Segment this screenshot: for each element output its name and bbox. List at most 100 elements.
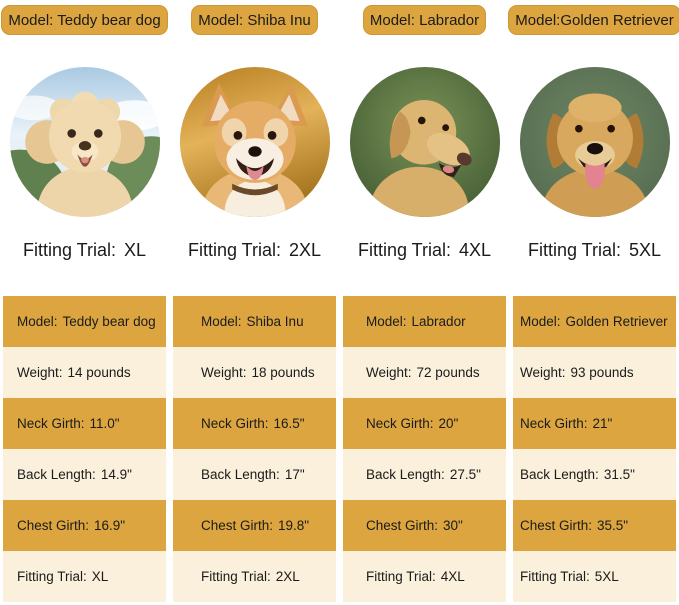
spec-label: Fitting Trial: <box>17 569 87 584</box>
model-badge: Model: Labrador <box>362 5 487 35</box>
labrador-illustration <box>349 66 500 218</box>
teddy-bear-dog-illustration <box>9 66 160 218</box>
spec-label: Model: <box>366 314 407 329</box>
spec-row-model: Model: Golden Retriever <box>513 296 676 347</box>
spec-value: 11.0" <box>89 416 120 431</box>
fitting-trial-size: 4XL <box>459 239 492 260</box>
spec-label: Fitting Trial: <box>366 569 436 584</box>
column-teddy-bear-dog: Model: Teddy bear dog <box>1 5 168 602</box>
spec-label: Weight: <box>520 365 566 380</box>
spec-label: Neck Girth: <box>366 416 434 431</box>
spec-value: 35.5" <box>597 518 629 533</box>
spec-value: 5XL <box>594 569 619 584</box>
spec-label: Chest Girth: <box>366 518 439 533</box>
spec-row-back-length: Back Length: 14.9" <box>3 449 166 500</box>
spec-value: 72 pounds <box>416 365 480 380</box>
spec-label: Weight: <box>366 365 412 380</box>
golden-retriever-illustration <box>519 66 670 218</box>
spec-row-chest-girth: Chest Girth: 19.8" <box>173 500 336 551</box>
spec-row-weight: Weight: 93 pounds <box>513 347 676 398</box>
spec-label: Back Length: <box>17 467 96 482</box>
spec-row-fitting-trial: Fitting Trial: 2XL <box>173 551 336 602</box>
spec-row-fitting-trial: Fitting Trial: 5XL <box>513 551 676 602</box>
fitting-trial-label: Fitting Trial: <box>187 239 281 260</box>
spec-table: Model: Teddy bear dog Weight: 14 pounds … <box>3 296 166 602</box>
fitting-trial-size: XL <box>124 239 147 260</box>
model-badge: Model: Shiba Inu <box>191 5 318 35</box>
spec-value: 19.8" <box>278 518 310 533</box>
fitting-trial-line: Fitting Trial: 4XL <box>358 238 491 262</box>
spec-label: Neck Girth: <box>17 416 85 431</box>
fitting-trial-line: Fitting Trial: 2XL <box>188 238 321 262</box>
spec-row-chest-girth: Chest Girth: 16.9" <box>3 500 166 551</box>
spec-row-weight: Weight: 18 pounds <box>173 347 336 398</box>
spec-row-back-length: Back Length: 27.5" <box>343 449 506 500</box>
golden-retriever-photo <box>519 66 671 218</box>
spec-label: Weight: <box>201 365 247 380</box>
spec-value: 30" <box>443 518 463 533</box>
fitting-trial-size: 5XL <box>629 239 662 260</box>
spec-label: Model: <box>17 314 58 329</box>
spec-value: 21" <box>592 416 613 431</box>
model-badge: Model: Teddy bear dog <box>1 5 168 35</box>
fitting-trial-size: 2XL <box>289 239 322 260</box>
spec-label: Chest Girth: <box>17 518 90 533</box>
spec-label: Model: <box>201 314 242 329</box>
spec-row-model: Model: Teddy bear dog <box>3 296 166 347</box>
spec-value: 4XL <box>440 569 465 584</box>
spec-value: 17" <box>284 467 305 482</box>
spec-value: 16.5" <box>273 416 305 431</box>
spec-value: 20" <box>438 416 459 431</box>
spec-value: 14 pounds <box>67 365 131 380</box>
spec-value: Golden Retriever <box>565 314 668 329</box>
model-badge: Model:Golden Retriever <box>508 5 679 35</box>
spec-row-neck-girth: Neck Girth: 21" <box>513 398 676 449</box>
column-labrador: Model: Labrador <box>343 5 506 602</box>
spec-value: XL <box>91 569 109 584</box>
spec-label: Fitting Trial: <box>520 569 590 584</box>
spec-table: Model: Labrador Weight: 72 pounds Neck G… <box>343 296 506 602</box>
spec-value: 18 pounds <box>251 365 315 380</box>
spec-label: Back Length: <box>520 467 599 482</box>
spec-label: Back Length: <box>201 467 280 482</box>
spec-label: Neck Girth: <box>201 416 269 431</box>
spec-value: 27.5" <box>449 467 481 482</box>
spec-label: Neck Girth: <box>520 416 588 431</box>
spec-value: 31.5" <box>603 467 635 482</box>
labrador-photo <box>349 66 501 218</box>
spec-row-chest-girth: Chest Girth: 30" <box>343 500 506 551</box>
model-badge-text: Model: Teddy bear dog <box>8 11 161 29</box>
spec-row-weight: Weight: 14 pounds <box>3 347 166 398</box>
spec-row-neck-girth: Neck Girth: 20" <box>343 398 506 449</box>
spec-row-weight: Weight: 72 pounds <box>343 347 506 398</box>
spec-row-back-length: Back Length: 17" <box>173 449 336 500</box>
spec-label: Back Length: <box>366 467 445 482</box>
fitting-trial-label: Fitting Trial: <box>527 239 621 260</box>
spec-value: 16.9" <box>94 518 126 533</box>
spec-value: Labrador <box>411 314 466 329</box>
model-badge-text: Model: Shiba Inu <box>198 11 311 29</box>
column-shiba-inu: Model: Shiba Inu <box>173 5 336 602</box>
spec-row-fitting-trial: Fitting Trial: 4XL <box>343 551 506 602</box>
spec-row-back-length: Back Length: 31.5" <box>513 449 676 500</box>
spec-row-neck-girth: Neck Girth: 11.0" <box>3 398 166 449</box>
spec-value: 14.9" <box>100 467 132 482</box>
fitting-trial-label: Fitting Trial: <box>22 239 116 260</box>
spec-value: Teddy bear dog <box>62 314 156 329</box>
spec-label: Weight: <box>17 365 63 380</box>
fitting-trial-line: Fitting Trial: XL <box>23 238 146 262</box>
spec-table: Model: Shiba Inu Weight: 18 pounds Neck … <box>173 296 336 602</box>
spec-row-neck-girth: Neck Girth: 16.5" <box>173 398 336 449</box>
spec-label: Chest Girth: <box>520 518 593 533</box>
fitting-trial-label: Fitting Trial: <box>357 239 451 260</box>
model-badge-text: Model:Golden Retriever <box>515 11 674 29</box>
spec-label: Model: <box>520 314 561 329</box>
spec-value: Shiba Inu <box>246 314 304 329</box>
shiba-inu-illustration <box>179 66 330 218</box>
spec-value: 93 pounds <box>570 365 634 380</box>
spec-label: Chest Girth: <box>201 518 274 533</box>
spec-row-model: Model: Labrador <box>343 296 506 347</box>
shiba-inu-photo <box>179 66 331 218</box>
column-golden-retriever: Model: Golden Retriever <box>508 5 679 602</box>
